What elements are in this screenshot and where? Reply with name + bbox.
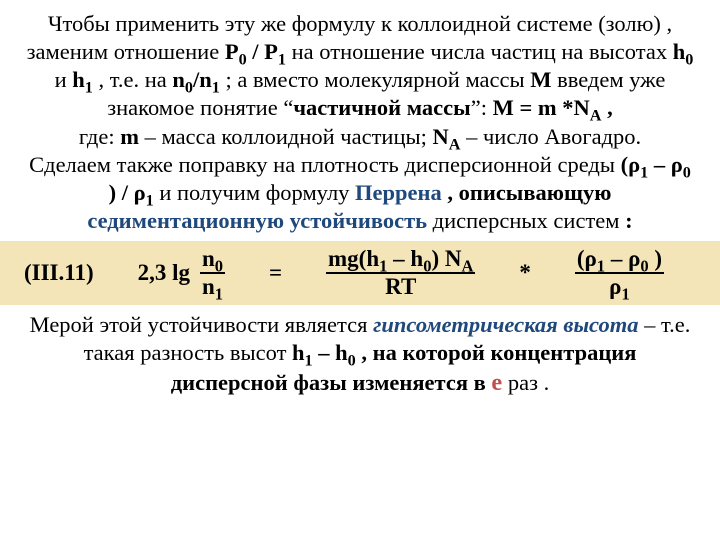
ratio-n0n1: n0/n1 bbox=[172, 67, 219, 92]
text: ; а вместо молекулярной массы bbox=[220, 67, 530, 92]
text: Мерой этой устойчивости является bbox=[30, 312, 373, 337]
text: – число Авогадро. bbox=[460, 124, 641, 149]
fraction-n0-n1: n0 n1 bbox=[200, 247, 225, 299]
quote-open: “ bbox=[283, 95, 293, 120]
equals-sign: = bbox=[257, 259, 294, 288]
symbol-P0: P0 bbox=[225, 39, 247, 64]
lhs-prefix: 2,3 lg bbox=[138, 259, 190, 288]
text: – масса коллоидной частицы; bbox=[139, 124, 433, 149]
paragraph-4: Мерой этой устойчивости является гипсоме… bbox=[24, 311, 696, 398]
symbol-m: m bbox=[120, 124, 139, 149]
comma: , bbox=[602, 95, 613, 120]
text: раз . bbox=[502, 370, 549, 395]
formula-rhs2: (ρ1 – ρ0 ) ρ1 bbox=[543, 247, 696, 299]
term-partial-mass: частичной массы bbox=[293, 95, 470, 120]
formula-label: (III.11) bbox=[24, 259, 106, 288]
text: где: bbox=[79, 124, 120, 149]
fraction-rhs2: (ρ1 – ρ0 ) ρ1 bbox=[575, 247, 664, 299]
page: Чтобы применить эту же формулу к коллоид… bbox=[0, 0, 720, 540]
text: , описывающую bbox=[442, 180, 612, 205]
symbol-M: М bbox=[530, 67, 551, 92]
text: и получим формулу bbox=[154, 180, 355, 205]
paragraph-3: Сделаем также поправку на плотность дисп… bbox=[24, 151, 696, 235]
formula-perren: (III.11) 2,3 lg n0 n1 = mg(h1 – h0) NA R… bbox=[0, 241, 720, 305]
term-hypsometric-height: гипсометрическая высота bbox=[373, 312, 638, 337]
height-difference: h1 – h0 bbox=[292, 340, 356, 365]
term-sedimentation-stability: седиментационную устойчивость bbox=[87, 208, 427, 233]
text: Сделаем также поправку на плотность дисп… bbox=[29, 152, 620, 177]
symbol-P1: P1 bbox=[264, 39, 286, 64]
definition-M: М = m *NA bbox=[493, 95, 602, 120]
quote-close: ”: bbox=[471, 95, 493, 120]
symbol-e: е bbox=[491, 369, 502, 396]
term-perren: Перрена bbox=[355, 180, 442, 205]
text: , т.е. на bbox=[93, 67, 173, 92]
symbol-h0: h0 bbox=[673, 39, 694, 64]
paragraph-2: где: m – масса коллоидной частицы; NA – … bbox=[24, 123, 696, 151]
symbol-NA: NA bbox=[433, 124, 461, 149]
slash: / bbox=[247, 39, 265, 64]
formula-rhs1: mg(h1 – h0) NA RT bbox=[294, 247, 507, 299]
colon: : bbox=[625, 208, 633, 233]
text: на отношение числа частиц на высотах bbox=[286, 39, 673, 64]
fraction-rhs1: mg(h1 – h0) NA RT bbox=[326, 247, 475, 299]
multiply-sign: * bbox=[507, 259, 543, 288]
formula-lhs: 2,3 lg n0 n1 bbox=[106, 247, 257, 299]
paragraph-1: Чтобы применить эту же формулу к коллоид… bbox=[24, 10, 696, 123]
symbol-h1: h1 bbox=[72, 67, 93, 92]
text: дисперсных систем bbox=[427, 208, 625, 233]
text: и bbox=[55, 67, 73, 92]
